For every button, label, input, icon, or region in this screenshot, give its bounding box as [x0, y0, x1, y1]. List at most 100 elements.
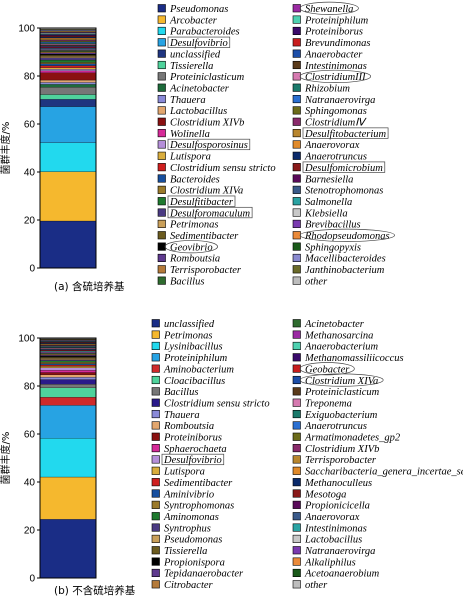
legend-swatch-thauera — [157, 95, 166, 104]
legend-item-macellibacteroides: Macellibacteroides — [292, 254, 386, 265]
bar-segment-natranaerovirga — [39, 41, 97, 43]
legend-item-desulforomaculum: Desulforomaculum — [157, 206, 253, 219]
legend-label-saccharibacteria-genera-incertae-sedis: Saccharibacteria_genera_incertae_sedis — [305, 467, 463, 478]
legend-label-sedimentibacter: Sedimentibacter — [170, 231, 239, 242]
legend-label-anaerobacterium: Anaerobacterium — [304, 342, 379, 353]
legend-item-desulfovibrio: Desulfovibrio — [151, 453, 225, 466]
legend-swatch-sedimentibacter — [157, 231, 166, 240]
legend-swatch-rhizobium — [292, 83, 301, 92]
chart-caption: (b) 不含硫培养基 — [54, 584, 136, 597]
legend-swatch-desulfovibrio — [151, 455, 160, 464]
bar-segment-sedimentibacter — [39, 364, 97, 367]
legend-swatch-petrimonas — [151, 330, 160, 339]
legend-item-propionicicella: Propionicicella — [292, 501, 370, 512]
legend-swatch-anaerobacter — [292, 49, 301, 58]
legend-label-other: other — [305, 276, 328, 287]
bar-segment-desulfosporosinus — [39, 69, 97, 72]
legend-item-anaerotruncus: Anaerotruncus — [292, 152, 367, 163]
legend-item-rhodopseudomonas: Rhodopseudomonas — [292, 228, 395, 242]
bar-segment-romboutsia — [39, 374, 97, 378]
legend-item-methanoculleus: Methanoculleus — [292, 478, 372, 489]
legend-item-alkaliphilus: Alkaliphilus — [292, 557, 356, 568]
legend-item-bacillus: Bacillus — [157, 276, 204, 287]
legend-label-proteiniborus: Proteiniborus — [163, 433, 222, 444]
legend-label-bacillus: Bacillus — [164, 387, 198, 398]
legend-label-tissierella: Tissierella — [164, 546, 207, 557]
legend-label-syntrophomonas: Syntrophomonas — [164, 501, 234, 512]
legend-item-rhizobium: Rhizobium — [292, 83, 350, 94]
legend-swatch-acinetobacter — [157, 83, 166, 92]
legend-item-desulfitibacter: Desulfitibacter — [157, 195, 236, 208]
legend-swatch-salmonella — [292, 197, 301, 206]
legend-item-acinetobacter: Acinetobacter — [292, 319, 365, 330]
legend-label-thauera: Thauera — [164, 410, 200, 421]
legend-label-sphaerochaeta: Sphaerochaeta — [164, 444, 227, 455]
legend-swatch-clostridium-sensu-stricto — [151, 398, 160, 407]
chart-panel-1: 020406080100菌群丰度/%PseudomonasArcobacterP… — [0, 1, 395, 293]
legend-item-aminomonas: Aminomonas — [151, 512, 219, 523]
legend-highlight-ellipse — [299, 1, 359, 15]
legend-item-methanosarcina: Methanosarcina — [292, 330, 373, 341]
legend-label-mesotoga: Mesotoga — [304, 489, 346, 500]
legend-label-desulfomicrobium: Desulfomicrobium — [304, 163, 383, 174]
legend-item-clostridium-xivb: Clostridium XIVb — [157, 118, 244, 129]
legend-item-sphaerochaeta: Sphaerochaeta — [151, 444, 227, 455]
legend-item-clostridium-xivb: Clostridium XIVb — [292, 444, 379, 455]
bar-segment-thauera — [39, 377, 97, 380]
legend-label-proteiniclasticum: Proteiniclasticum — [169, 72, 245, 83]
legend-label-acinetobacter: Acinetobacter — [169, 83, 230, 94]
legend-highlight-ellipse — [164, 240, 218, 254]
legend-swatch-lactobacillus — [157, 106, 166, 115]
legend-swatch-tissierella — [151, 546, 160, 555]
legend-item-proteiniphilum: Proteiniphilum — [151, 353, 228, 364]
legend-label-alkaliphilus: Alkaliphilus — [304, 557, 356, 568]
legend-item-desulfovibrio: Desulfovibrio — [157, 36, 231, 49]
legend-label-clostridium-xivb: Clostridium XIVb — [170, 118, 244, 129]
legend-label-lutispora: Lutispora — [169, 152, 211, 163]
legend-label-aminivibrio: Aminivibrio — [163, 489, 214, 500]
legend-swatch-intestinimonas — [292, 523, 301, 532]
legend-item-tepidanaerobacter: Tepidanaerobacter — [151, 569, 244, 580]
legend-item-other: other — [292, 276, 328, 287]
legend-swatch-desulforomaculum — [157, 208, 166, 217]
legend-item-natranaerovirga: Natranaerovirga — [292, 546, 375, 557]
legend-label-tissierella: Tissierella — [170, 61, 213, 72]
legend-item-treponema: Treponema — [292, 398, 352, 409]
legend-label-cloacibacillus: Cloacibacillus — [164, 376, 225, 387]
legend-item-saccharibacteria-genera-incertae-sedis: Saccharibacteria_genera_incertae_sedis — [292, 467, 463, 478]
legend-swatch-sphaerochaeta — [151, 444, 160, 453]
legend-swatch-brevundimonas — [292, 38, 301, 47]
legend-swatch-acinetobacter — [292, 319, 301, 328]
bar-segment-rhizobium — [39, 42, 97, 44]
legend-item-petrimonas: Petrimonas — [157, 220, 218, 231]
legend-swatch-arcobacter — [157, 15, 166, 24]
legend-label-wolinella: Wolinella — [170, 129, 210, 140]
bar-segment-petrimonas — [39, 476, 97, 520]
legend-label-desulforomaculum: Desulforomaculum — [169, 208, 251, 219]
legend-swatch-geovibrio — [157, 242, 166, 251]
legend-item-klebsiella: Klebsiella — [292, 208, 348, 219]
bar-segment-citrobacter — [39, 354, 97, 356]
legend-item-clostridium-xiva: Clostridium XIVa — [292, 373, 384, 387]
legend-item-shewanella: Shewanella — [292, 1, 359, 15]
legend-item-lutispora: Lutispora — [157, 152, 211, 163]
legend-label-romboutsia: Romboutsia — [163, 421, 214, 432]
bar-segment-sphaerochaeta — [39, 370, 97, 373]
legend-swatch-pseudomonas — [157, 4, 166, 13]
bar-segment-tissierella — [39, 94, 97, 100]
legend-item-terrisporobacter: Terrisporobacter — [292, 455, 377, 466]
y-tick-label-0: 0 — [29, 264, 35, 275]
bar-segment-lysinibacillus — [39, 438, 97, 478]
legend-label-sedimentibacter: Sedimentibacter — [164, 478, 233, 489]
legend-item-acetoanaerobium: Acetoanaerobium — [292, 569, 380, 580]
legend-swatch-proteiniclasticum — [292, 387, 301, 396]
legend-swatch-exiguobacterium — [292, 409, 301, 419]
legend-item-lactobacillus: Lactobacillus — [157, 106, 227, 117]
legend-swatch-citrobacter — [151, 580, 160, 589]
legend-highlight-ellipse — [299, 228, 395, 242]
legend-swatch-tissierella — [157, 60, 166, 70]
bar-segment-tissierella — [39, 357, 97, 359]
legend-swatch-romboutsia — [157, 253, 166, 262]
legend-label-natranaerovirga: Natranaerovirga — [304, 546, 375, 557]
bar-segment-methanosarcina — [39, 352, 97, 354]
